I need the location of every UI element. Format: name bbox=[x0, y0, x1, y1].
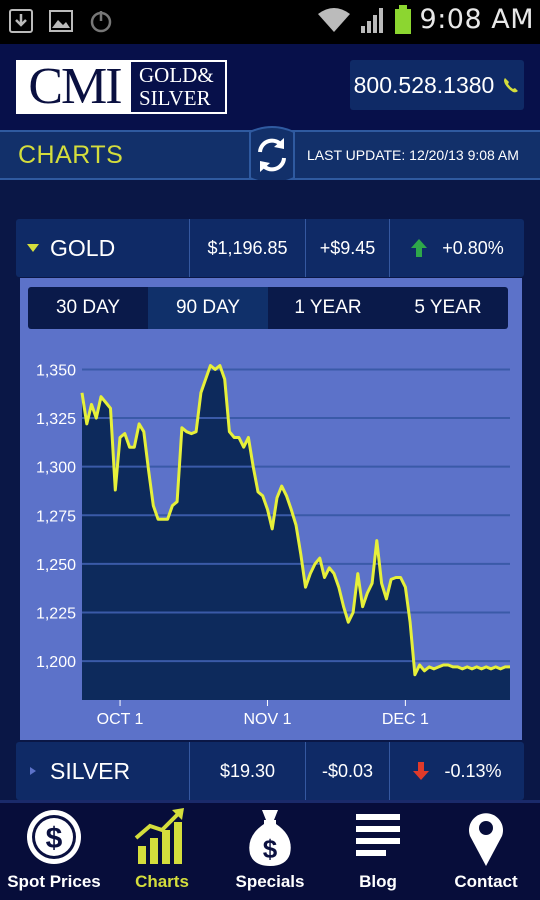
nav-label: Blog bbox=[359, 872, 397, 891]
metal-change: +$9.45 bbox=[306, 219, 390, 277]
nav-blog[interactable]: Blog bbox=[324, 803, 432, 900]
nav-specials[interactable]: $ Specials bbox=[216, 803, 324, 900]
metal-name: SILVER bbox=[50, 757, 131, 784]
metal-change: -$0.03 bbox=[306, 742, 390, 800]
logo-line-1: GOLD& bbox=[139, 63, 214, 87]
svg-text:$: $ bbox=[263, 834, 278, 864]
tab-5-year[interactable]: 5 YEAR bbox=[414, 297, 482, 318]
metal-name-cell: GOLD bbox=[16, 219, 190, 277]
arrow-up-icon bbox=[411, 239, 428, 257]
page-title: CHARTS bbox=[18, 141, 124, 169]
cmi-logo[interactable]: CMI GOLD& SILVER bbox=[16, 60, 227, 114]
metal-row-silver[interactable]: SILVER $19.30 -$0.03 -0.13% bbox=[16, 742, 524, 800]
x-tick-label: DEC 1 bbox=[382, 711, 429, 728]
nav-contact[interactable]: Contact bbox=[432, 803, 540, 900]
bottom-navigation: $ Spot Prices Charts $ Specials Bl bbox=[0, 800, 540, 900]
last-update-text: LAST UPDATE: 12/20/13 9:08 AM bbox=[307, 147, 519, 163]
y-tick-label: 1,350 bbox=[36, 362, 76, 379]
phone-number: 800.528.1380 bbox=[353, 71, 495, 98]
status-bar: 9:08 AM bbox=[0, 0, 540, 44]
nav-spot-prices[interactable]: $ Spot Prices bbox=[0, 803, 108, 900]
phone-icon bbox=[504, 78, 519, 93]
power-icon bbox=[90, 11, 112, 33]
tab-90-day[interactable]: 90 DAY bbox=[148, 287, 268, 329]
metal-percent: -0.13% bbox=[444, 760, 502, 781]
nav-label: Charts bbox=[135, 872, 189, 891]
y-tick-label: 1,300 bbox=[36, 460, 76, 477]
metal-price: $1,196.85 bbox=[190, 219, 306, 277]
app-header: CMI GOLD& SILVER 800.528.1380 bbox=[0, 44, 540, 130]
metal-name: GOLD bbox=[50, 234, 116, 261]
phone-call-button[interactable]: 800.528.1380 bbox=[350, 60, 524, 110]
metal-price: $19.30 bbox=[190, 742, 306, 800]
x-tick-label: NOV 1 bbox=[243, 711, 291, 728]
metal-name-cell: SILVER bbox=[16, 742, 190, 800]
tab-1-year[interactable]: 1 YEAR bbox=[294, 297, 362, 318]
charts-title-bar: CHARTS LAST UPDATE: 12/20/13 9:08 AM bbox=[0, 126, 540, 184]
metal-percent-cell: -0.13% bbox=[390, 742, 524, 800]
refresh-icon[interactable] bbox=[246, 124, 298, 186]
battery-icon bbox=[394, 4, 411, 34]
logo-wordmark: GOLD& SILVER bbox=[131, 62, 225, 112]
logo-mark: CMI bbox=[18, 61, 131, 113]
y-tick-label: 1,275 bbox=[36, 508, 76, 525]
download-icon bbox=[9, 9, 33, 33]
money-bag-icon: $ bbox=[249, 810, 291, 866]
price-chart: 1,200 1,225 1,250 1,275 1,300 1,325 1,350 OCT 1… bbox=[36, 362, 510, 728]
image-icon bbox=[49, 10, 73, 32]
location-pin-icon bbox=[469, 813, 503, 866]
nav-label: Spot Prices bbox=[7, 872, 101, 891]
metal-percent: +0.80% bbox=[442, 237, 504, 258]
bar-chart-icon bbox=[134, 808, 184, 864]
y-tick-label: 1,200 bbox=[36, 654, 76, 671]
nav-label: Specials bbox=[235, 872, 305, 891]
y-tick-label: 1,250 bbox=[36, 557, 76, 574]
y-tick-label: 1,325 bbox=[36, 411, 76, 428]
caret-down-icon bbox=[27, 244, 39, 252]
metal-percent-cell: +0.80% bbox=[390, 219, 524, 277]
blog-lines-icon bbox=[356, 814, 400, 856]
range-tabs: 30 DAY 90 DAY 1 YEAR 5 YEAR bbox=[28, 287, 508, 329]
wifi-icon bbox=[317, 7, 350, 32]
svg-text:$: $ bbox=[46, 822, 63, 855]
x-tick-label: OCT 1 bbox=[97, 711, 144, 728]
tab-30-day[interactable]: 30 DAY bbox=[55, 297, 121, 318]
arrow-down-icon bbox=[413, 762, 430, 780]
signal-icon bbox=[360, 7, 383, 33]
metal-row-gold[interactable]: GOLD $1,196.85 +$9.45 +0.80% bbox=[16, 219, 524, 277]
dollar-coin-icon: $ bbox=[27, 810, 81, 864]
status-time: 9:08 AM bbox=[419, 4, 534, 35]
nav-label: Contact bbox=[454, 872, 518, 891]
y-tick-label: 1,225 bbox=[36, 606, 76, 623]
caret-right-icon bbox=[30, 767, 36, 775]
price-line bbox=[80, 364, 510, 677]
logo-line-2: SILVER bbox=[139, 86, 211, 110]
nav-charts[interactable]: Charts bbox=[108, 803, 216, 900]
